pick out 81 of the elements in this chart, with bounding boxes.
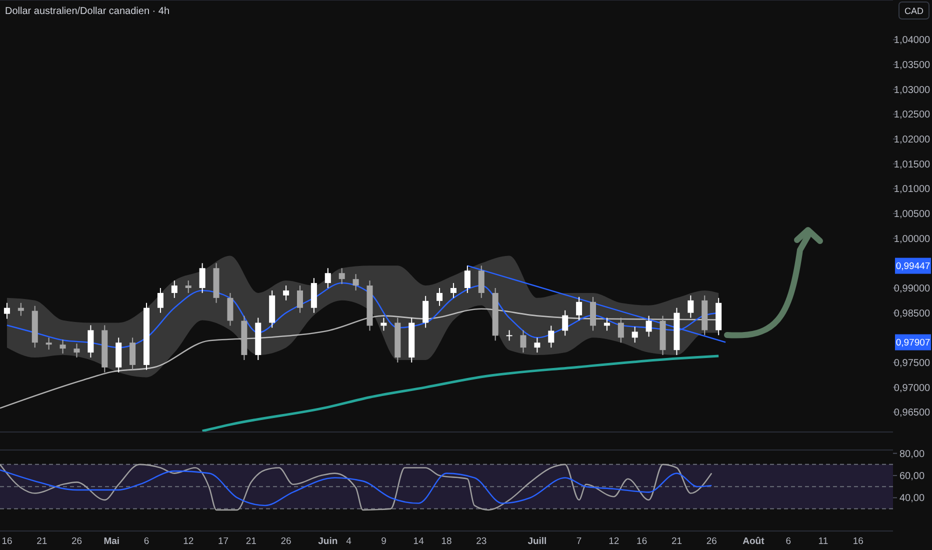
candlestick: [618, 317, 624, 344]
candlestick: [18, 302, 24, 316]
text: Dollar australien/Dollar canadien · 4h: [5, 6, 170, 17]
candlestick: [548, 325, 554, 348]
candlestick: [324, 268, 331, 288]
y-tick-label: 0,97500: [894, 358, 931, 369]
x-tick-label: 4: [346, 536, 352, 547]
candlestick: [88, 324, 94, 358]
candlestick: [646, 315, 652, 338]
x-tick-label: Juill: [528, 536, 547, 547]
y-tick-label: 1,01000: [894, 184, 931, 196]
y-tick-label: 60,00: [899, 471, 925, 482]
candlestick: [199, 262, 206, 294]
line-series: [201, 354, 720, 432]
y-tick-label: 1,01500: [894, 159, 931, 170]
x-tick-label: 17: [218, 536, 229, 547]
text: 0,99447: [896, 261, 930, 272]
candlestick: [171, 280, 178, 298]
y-tick-label: 1,03000: [894, 84, 931, 96]
y-tick-label: 0,96500: [894, 408, 931, 419]
text: 0,97907: [896, 338, 930, 349]
candlestick: [283, 285, 290, 301]
candlestick: [632, 326, 638, 344]
line-series: [0, 464, 712, 511]
x-tick-label: 6: [786, 536, 791, 547]
candlestick: [464, 265, 470, 294]
x-tick-label: 16: [636, 536, 648, 547]
x-tick-label: 14: [413, 536, 424, 547]
candlestick: [422, 295, 429, 328]
line-series: [0, 469, 712, 506]
x-tick-label: 16: [2, 536, 12, 547]
candlestick: [4, 302, 10, 320]
y-tick-label: 1,00500: [894, 209, 931, 220]
candlestick: [478, 265, 484, 298]
x-tick-label: 11: [818, 536, 828, 547]
candlestick: [46, 337, 52, 350]
candlestick: [296, 285, 303, 314]
x-tick-label: Mai: [104, 536, 120, 547]
y-tick-label: 1,02000: [894, 134, 931, 146]
candlestick: [450, 282, 456, 298]
candlestick: [576, 296, 582, 321]
candlestick: [74, 343, 80, 358]
y-tick-label: 0,98500: [894, 308, 931, 320]
candlestick: [506, 330, 512, 342]
x-tick-label: Juin: [318, 536, 338, 547]
x-tick-label: 6: [144, 536, 150, 547]
y-axis-title: CAD: [904, 6, 924, 16]
x-tick-label: 26: [706, 536, 717, 547]
candlestick: [338, 268, 345, 285]
y-tick-label: 1,03500: [894, 60, 931, 72]
candlestick: [60, 339, 66, 354]
x-tick-label: 21: [671, 536, 682, 547]
candlestick: [130, 337, 136, 370]
y-tick-label: 1,00000: [894, 234, 931, 245]
x-tick-label: 12: [608, 536, 620, 547]
x-tick-label: 9: [381, 536, 386, 547]
x-tick-label: 12: [183, 536, 194, 547]
candlestick: [520, 330, 526, 354]
x-tick-label: 18: [441, 536, 452, 547]
x-tick-label: 7: [576, 536, 582, 547]
candlestick: [688, 294, 694, 318]
candlestick: [157, 288, 164, 314]
candlestick: [227, 292, 234, 326]
y-tick-label: 80,00: [899, 448, 925, 460]
y-tick-label: 1,04000: [894, 35, 931, 46]
candlestick: [436, 288, 443, 306]
x-tick-label: Août: [742, 536, 766, 547]
candlestick: [534, 337, 540, 354]
y-tick-label: 40,00: [899, 493, 925, 504]
x-tick-label: 23: [476, 536, 487, 547]
x-tick-label: 26: [280, 536, 292, 547]
x-tick-label: 26: [71, 536, 82, 547]
candlestick: [185, 280, 192, 294]
y-tick-label: 1,02500: [894, 110, 931, 121]
x-tick-label: 21: [246, 536, 256, 547]
candlestick: [352, 274, 359, 291]
y-tick-label: 0,99000: [894, 284, 931, 294]
candlestick: [562, 310, 568, 336]
x-tick-label: 16: [852, 536, 864, 547]
y-tick-label: 0,97000: [894, 382, 931, 394]
x-tick-label: 21: [36, 536, 48, 547]
